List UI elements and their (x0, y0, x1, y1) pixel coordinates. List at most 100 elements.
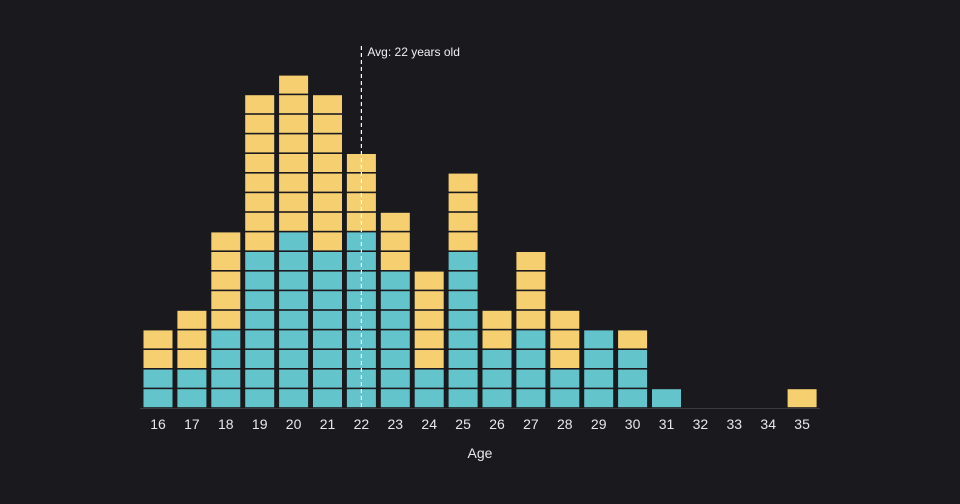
bar-block-20-series-1 (279, 310, 309, 329)
bar-block-27-series-1 (516, 350, 546, 368)
bar-block-27-series-1 (516, 330, 546, 349)
bar-block-28-series-2 (550, 310, 580, 329)
bar-block-24-series-2 (414, 310, 444, 329)
bar-block-25-series-2 (448, 212, 478, 231)
x-tick-label: 17 (184, 416, 200, 432)
bar-block-23-series-2 (380, 212, 410, 231)
bar-block-29-series-1 (584, 350, 614, 368)
bar-block-20-series-1 (279, 389, 309, 408)
x-tick-label: 28 (557, 416, 573, 432)
x-tick-label: 32 (693, 416, 709, 432)
bar-block-24-series-1 (414, 369, 444, 388)
bar-block-26-series-2 (482, 310, 512, 329)
bar-block-21-series-2 (313, 134, 342, 153)
x-tick-label: 34 (760, 416, 776, 432)
bar-block-21-series-1 (313, 369, 342, 388)
x-tick-label: 30 (625, 416, 641, 432)
bar-block-19-series-1 (245, 271, 275, 290)
bar-block-27-series-2 (516, 310, 546, 329)
bar-block-19-series-2 (245, 173, 275, 192)
x-tick-label: 33 (727, 416, 743, 432)
bar-block-21-series-2 (313, 95, 342, 114)
bar-block-20-series-1 (279, 232, 309, 251)
bar-block-21-series-1 (313, 271, 342, 290)
bar-block-18-series-1 (211, 369, 241, 388)
x-tick-label: 16 (150, 416, 166, 432)
bar-block-28-series-2 (550, 350, 580, 368)
x-tick-label: 27 (523, 416, 539, 432)
bar-block-16-series-2 (143, 350, 173, 368)
bar-block-28-series-2 (550, 330, 580, 349)
bar-block-25-series-1 (448, 369, 478, 388)
bar-block-22-series-1 (346, 350, 376, 368)
bar-block-23-series-1 (380, 330, 410, 349)
bar-block-19-series-1 (245, 350, 275, 368)
bar-block-20-series-2 (279, 212, 309, 231)
x-tick-label: 19 (252, 416, 268, 432)
bar-block-19-series-1 (245, 252, 275, 270)
bar-block-18-series-2 (211, 310, 241, 329)
bar-block-16-series-2 (143, 330, 173, 349)
bar-block-30-series-1 (618, 369, 648, 388)
x-tick-label: 18 (218, 416, 234, 432)
bar-block-29-series-1 (584, 389, 614, 408)
bar-block-21-series-2 (313, 173, 342, 192)
bar-block-20-series-2 (279, 134, 309, 153)
bar-block-31-series-1 (652, 389, 681, 408)
bar-block-20-series-1 (279, 291, 309, 310)
bar-block-27-series-2 (516, 291, 546, 310)
bar-block-24-series-1 (414, 389, 444, 408)
bar-block-30-series-1 (618, 389, 648, 408)
bar-block-30-series-1 (618, 350, 648, 368)
bar-block-25-series-1 (448, 291, 478, 310)
bar-block-22-series-1 (346, 330, 376, 349)
bar-block-17-series-2 (177, 330, 207, 349)
bar-block-24-series-2 (414, 330, 444, 349)
bar-block-25-series-2 (448, 193, 478, 212)
x-tick-label: 35 (794, 416, 810, 432)
bar-block-21-series-1 (313, 291, 342, 310)
bar-block-17-series-1 (177, 389, 207, 408)
bar-block-27-series-1 (516, 389, 546, 408)
bar-block-35-series-2 (787, 389, 817, 408)
bar-block-20-series-2 (279, 154, 309, 172)
bar-block-25-series-1 (448, 350, 478, 368)
bar-block-25-series-2 (448, 232, 478, 251)
bar-block-22-series-2 (346, 154, 376, 172)
x-tick-labels: 16 17 18 19 20 21 22 23 24 25 26 27 28 29 30 31 32 33 34 35 (150, 416, 810, 432)
bar-block-19-series-1 (245, 310, 275, 329)
average-label: Avg: 22 years old (367, 45, 460, 59)
bar-block-20-series-2 (279, 193, 309, 212)
bar-block-21-series-1 (313, 330, 342, 349)
bar-block-21-series-1 (313, 389, 342, 408)
x-tick-label: 20 (286, 416, 302, 432)
bar-block-20-series-1 (279, 271, 309, 290)
bar-block-26-series-1 (482, 350, 512, 368)
bar-block-21-series-2 (313, 193, 342, 212)
bar-block-30-series-2 (618, 330, 648, 349)
bar-block-18-series-2 (211, 271, 241, 290)
bar-block-26-series-1 (482, 389, 512, 408)
bar-block-17-series-2 (177, 350, 207, 368)
bar-block-23-series-1 (380, 350, 410, 368)
bar-block-20-series-1 (279, 252, 309, 270)
bar-block-19-series-1 (245, 291, 275, 310)
x-axis-label: Age (468, 445, 493, 461)
bar-block-28-series-1 (550, 389, 580, 408)
x-tick-label: 21 (320, 416, 336, 432)
x-tick-label: 25 (455, 416, 471, 432)
bar-block-20-series-2 (279, 173, 309, 192)
bar-block-19-series-2 (245, 193, 275, 212)
bar-block-18-series-2 (211, 252, 241, 270)
bar-block-18-series-1 (211, 389, 241, 408)
bar-block-19-series-1 (245, 369, 275, 388)
bar-block-23-series-2 (380, 252, 410, 270)
bars-group (143, 75, 817, 408)
bar-block-28-series-1 (550, 369, 580, 388)
bar-block-25-series-1 (448, 252, 478, 270)
x-tick-label: 31 (659, 416, 675, 432)
bar-block-21-series-1 (313, 310, 342, 329)
bar-block-27-series-1 (516, 369, 546, 388)
bar-block-22-series-1 (346, 232, 376, 251)
bar-block-21-series-2 (313, 232, 342, 251)
